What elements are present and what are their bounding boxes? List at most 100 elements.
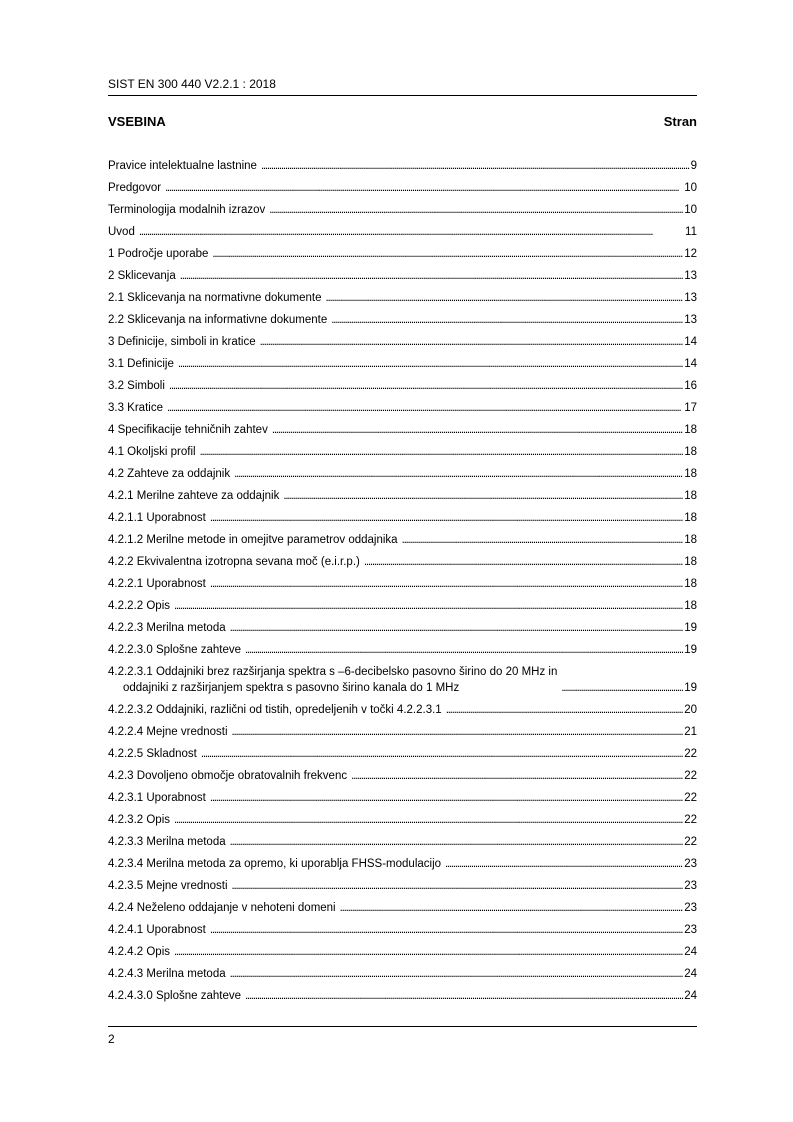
toc-entry[interactable]: 4.2.2.2 Opis 18 <box>108 592 697 614</box>
toc-entry-title: 4.2.2 Ekvivalentna izotropna sevana moč … <box>108 554 360 570</box>
toc-entry-title-line: 3.3 Kratice <box>108 402 163 414</box>
toc-entry[interactable]: 3.2 Simboli 16 <box>108 372 697 394</box>
toc-entry-title-line: 4.2.3.3 Merilna metoda <box>108 836 226 848</box>
toc-entry[interactable]: 4.2.2.3.2 Oddajniki, različni od tistih,… <box>108 696 697 718</box>
toc-entry-title-line: 4.2.4.2 Opis <box>108 946 171 958</box>
toc-entry[interactable]: Uvod 11 <box>108 218 697 240</box>
toc-entry-title: 4.2.4.1 Uporabnost <box>108 922 206 938</box>
toc-entry-title: 4 Specifikacije tehničnih zahtev <box>108 422 268 438</box>
dot-leader <box>340 900 684 916</box>
toc-entry[interactable]: 4.1 Okoljski profil 18 <box>108 438 697 460</box>
dot-leader <box>174 812 683 828</box>
toc-entry[interactable]: 2.1 Sklicevanja na normativne dokumente 1… <box>108 284 697 306</box>
toc-entry[interactable]: 3.3 Kratice 17 <box>108 394 697 416</box>
toc-entry-title: 2 Sklicevanja <box>108 268 176 284</box>
toc-entry-title: 4.2.2.3.1 Oddajniki brez razširjanja spe… <box>108 664 557 696</box>
toc-entry-title: 4.2.4 Neželeno oddajanje v nehoteni dome… <box>108 900 336 916</box>
toc-entry[interactable]: 4.2.2.5 Skladnost 22 <box>108 740 697 762</box>
toc-entry-page: 18 <box>684 556 697 568</box>
toc-entry-page: 21 <box>684 726 697 738</box>
toc-entry-page: 18 <box>684 578 697 590</box>
toc-entry[interactable]: 4.2.1.1 Uporabnost 18 <box>108 504 697 526</box>
toc-entry-page: 22 <box>684 814 697 826</box>
toc-entry[interactable]: 4.2.2.3.1 Oddajniki brez razširjanja spe… <box>108 658 697 696</box>
toc-entry[interactable]: 2 Sklicevanja 13 <box>108 262 697 284</box>
dot-leader <box>245 988 683 1004</box>
toc-entry-page: 16 <box>684 380 697 392</box>
dot-leader <box>210 790 683 806</box>
toc-entry-page: 23 <box>684 924 697 936</box>
dot-leader <box>245 642 683 658</box>
toc-entry-title: 3.1 Definicije <box>108 356 174 372</box>
toc-entry[interactable]: 4.2.3.1 Uporabnost 22 <box>108 784 697 806</box>
toc-entry-page: 19 <box>684 622 697 634</box>
dot-leader <box>364 554 683 570</box>
toc-entry[interactable]: 4.2.3.2 Opis 22 <box>108 806 697 828</box>
toc-entry-page: 18 <box>684 424 697 436</box>
toc-entry-page: 10 <box>684 182 697 194</box>
toc-entry[interactable]: 4.2.1.2 Merilne metode in omejitve param… <box>108 526 697 548</box>
toc-entry-page: 23 <box>684 880 697 892</box>
dot-leader <box>232 724 684 740</box>
toc-entry-page: 24 <box>684 946 697 958</box>
toc-entry[interactable]: 4.2.4.2 Opis 24 <box>108 938 697 960</box>
toc-entry[interactable]: 4.2.3.3 Merilna metoda 22 <box>108 828 697 850</box>
toc-entry-title: 4.2.3.3 Merilna metoda <box>108 834 226 850</box>
toc-entry[interactable]: 4.2.4.3 Merilna metoda 24 <box>108 960 697 982</box>
toc-entry-title-line: 4.2.2.3.0 Splošne zahteve <box>108 644 241 656</box>
toc-entry[interactable]: 3 Definicije, simboli in kratice 14 <box>108 328 697 350</box>
toc-entry[interactable]: 4.2.2.4 Mejne vrednosti 21 <box>108 718 697 740</box>
dot-leader <box>174 944 683 960</box>
dot-leader <box>180 268 683 284</box>
toc-entry-title-line: 2.1 Sklicevanja na normativne dokumente <box>108 292 322 304</box>
toc-entry-title: 4.2.2.3.0 Splošne zahteve <box>108 642 241 658</box>
toc-entry-page: 13 <box>684 292 697 304</box>
toc-entry-title: 4.2.2.1 Uporabnost <box>108 576 206 592</box>
toc-entry-title-line: 1 Področje uporabe <box>108 248 209 260</box>
toc-entry[interactable]: 4.2.2 Ekvivalentna izotropna sevana moč … <box>108 548 697 570</box>
toc-entry[interactable]: 1 Področje uporabe 12 <box>108 240 697 262</box>
toc-entry-page: 18 <box>684 512 697 524</box>
toc-entry[interactable]: 4.2.2.3 Merilna metoda 19 <box>108 614 697 636</box>
toc-entry[interactable]: 4.2.2.3.0 Splošne zahteve 19 <box>108 636 697 658</box>
toc-entry[interactable]: 4 Specifikacije tehničnih zahtev 18 <box>108 416 697 438</box>
toc-entry-title: 2.1 Sklicevanja na normativne dokumente <box>108 290 322 306</box>
toc-entry-title: 4.2.4.3 Merilna metoda <box>108 966 226 982</box>
toc-entry[interactable]: 3.1 Definicije 14 <box>108 350 697 372</box>
toc-entry-page: 23 <box>684 858 697 870</box>
dot-leader <box>210 922 683 938</box>
toc-entry[interactable]: 4.2.3.4 Merilna metoda za opremo, ki upo… <box>108 850 697 872</box>
dot-leader <box>234 466 683 482</box>
header-rule <box>108 95 697 96</box>
toc-entry-title: Uvod <box>108 224 135 240</box>
toc-entry-title-line: 4.2.2.2 Opis <box>108 600 171 612</box>
toc-entry-title: 4.2.3 Dovoljeno območje obratovalnih fre… <box>108 768 347 784</box>
toc-entry-title-line: 4.2.2.1 Uporabnost <box>108 578 206 590</box>
toc-entry[interactable]: 4.2.4 Neželeno oddajanje v nehoteni dome… <box>108 894 697 916</box>
dot-leader <box>445 856 683 872</box>
toc-entry-title-line: 4.2 Zahteve za oddajnik <box>108 468 231 480</box>
toc-entry[interactable]: Pravice intelektualne lastnine 9 <box>108 152 697 174</box>
toc-entry[interactable]: 4.2.2.1 Uporabnost 18 <box>108 570 697 592</box>
dot-leader <box>201 746 683 762</box>
toc-entry[interactable]: 4.2 Zahteve za oddajnik 18 <box>108 460 697 482</box>
toc-entry-title-line: 4.1 Okoljski profil <box>108 446 196 458</box>
toc-entry-title-line: 4.2.1.1 Uporabnost <box>108 512 206 524</box>
toc-page-label: Stran <box>663 114 697 129</box>
toc-entry[interactable]: 4.2.3 Dovoljeno območje obratovalnih fre… <box>108 762 697 784</box>
toc-entry[interactable]: 4.2.4.3.0 Splošne zahteve 24 <box>108 982 697 1004</box>
toc-entry[interactable]: Predgovor 10 <box>108 174 697 196</box>
toc-entry-title-line: 4.2.3 Dovoljeno območje obratovalnih fre… <box>108 770 348 782</box>
dot-leader <box>326 290 684 306</box>
toc-entry[interactable]: 2.2 Sklicevanja na informativne dokument… <box>108 306 697 328</box>
toc-entry-page: 11 <box>685 226 697 238</box>
toc-entry-page: 18 <box>684 490 697 502</box>
toc-entry[interactable]: 4.2.3.5 Mejne vrednosti 23 <box>108 872 697 894</box>
toc-entry-page: 18 <box>684 446 697 458</box>
toc-entry[interactable]: Terminologija modalnih izrazov 10 <box>108 196 697 218</box>
toc-entry-page: 14 <box>684 358 697 370</box>
toc-entry-title: 4.2.2.3 Merilna metoda <box>108 620 226 636</box>
toc-entry[interactable]: 4.2.1 Merilne zahteve za oddajnik 18 <box>108 482 697 504</box>
toc-entry[interactable]: 4.2.4.1 Uporabnost 23 <box>108 916 697 938</box>
toc-entry-title: 4.2 Zahteve za oddajnik <box>108 466 230 482</box>
